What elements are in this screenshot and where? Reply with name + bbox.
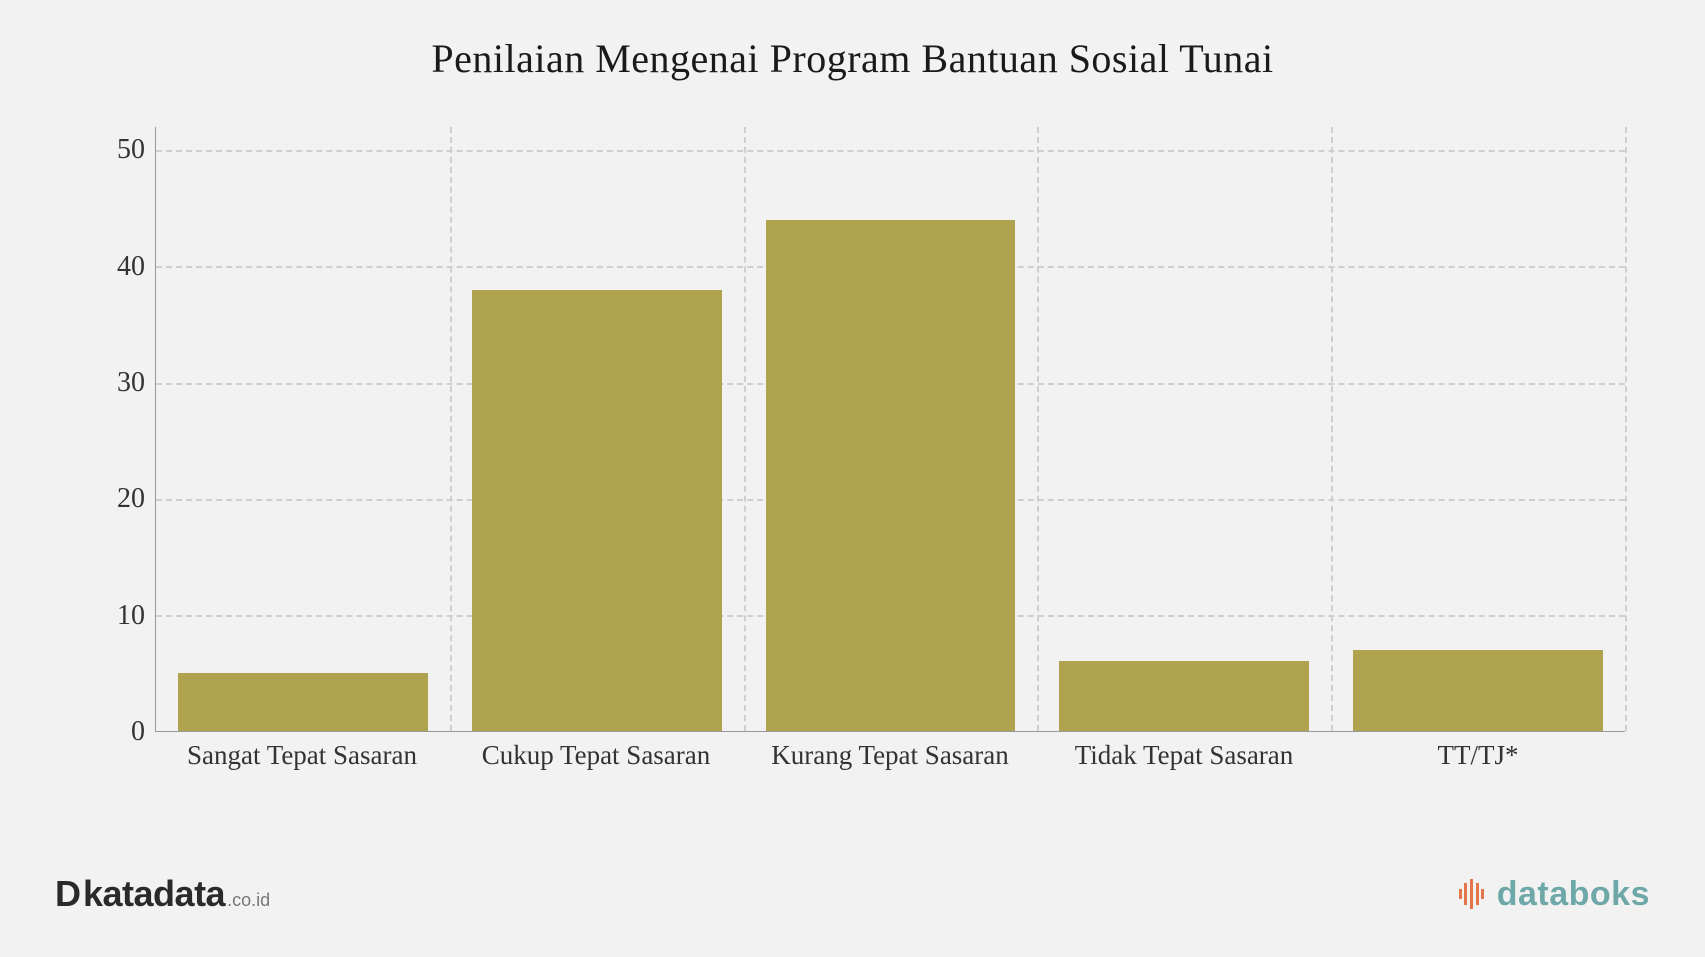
- vertical-gridline: [1625, 127, 1627, 731]
- x-tick-label: TT/TJ*: [1331, 732, 1625, 772]
- y-tick-label: 40: [100, 251, 145, 283]
- bar-slot: [1331, 127, 1625, 731]
- databoks-logo: databoks: [1455, 875, 1650, 914]
- x-tick-label: Kurang Tepat Sasaran: [743, 732, 1037, 772]
- footer: D katadata .co.id databoks: [55, 869, 1650, 919]
- bar: [766, 220, 1016, 731]
- katadata-logo-icon: D: [55, 873, 81, 915]
- bar: [472, 290, 722, 731]
- bar: [1353, 650, 1603, 731]
- y-tick-label: 0: [100, 716, 145, 748]
- bars-row: [156, 127, 1625, 731]
- y-tick-label: 20: [100, 483, 145, 515]
- databoks-logo-icon: [1455, 877, 1489, 911]
- chart-title: Penilaian Mengenai Program Bantuan Sosia…: [50, 35, 1655, 82]
- y-tick-label: 10: [100, 600, 145, 632]
- x-tick-label: Tidak Tepat Sasaran: [1037, 732, 1331, 772]
- chart-area: 0 10 20 30 40 50 Sangat Tepat SasaranCukup Te…: [100, 127, 1625, 772]
- bar-slot: [1037, 127, 1331, 731]
- x-axis-labels: Sangat Tepat SasaranCukup Tepat SasaranK…: [155, 732, 1625, 772]
- katadata-logo-text: katadata: [83, 873, 225, 915]
- bar: [1059, 661, 1309, 731]
- katadata-logo: D katadata .co.id: [55, 873, 270, 915]
- bar-slot: [450, 127, 744, 731]
- katadata-logo-suffix: .co.id: [227, 890, 270, 911]
- x-tick-label: Sangat Tepat Sasaran: [155, 732, 449, 772]
- bar-slot: [156, 127, 450, 731]
- bar-slot: [744, 127, 1038, 731]
- databoks-logo-text: databoks: [1497, 875, 1650, 914]
- plot-area: [155, 127, 1625, 732]
- y-tick-label: 30: [100, 367, 145, 399]
- y-tick-label: 50: [100, 134, 145, 166]
- chart-container: Penilaian Mengenai Program Bantuan Sosia…: [0, 0, 1705, 957]
- bar: [178, 673, 428, 731]
- x-tick-label: Cukup Tepat Sasaran: [449, 732, 743, 772]
